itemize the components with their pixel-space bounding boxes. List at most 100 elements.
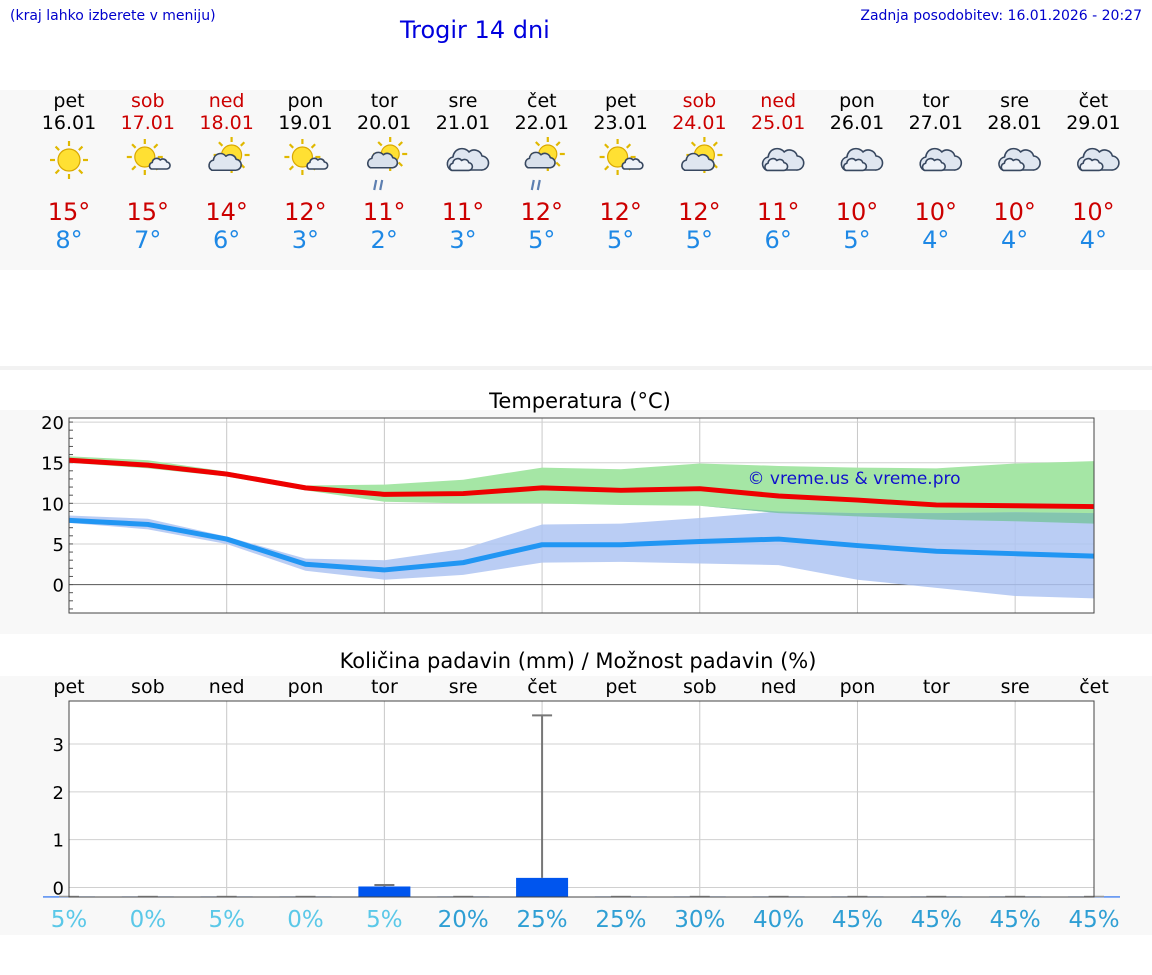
sun-small-cloud-icon [599, 139, 644, 175]
temp-max: 14° [205, 198, 248, 226]
temp-min: 6° [213, 226, 240, 254]
x-day-label: ned [761, 676, 797, 698]
sun-ray [288, 143, 294, 149]
last-updated: Zadnja posodobitev: 16.01.2026 - 20:27 [860, 8, 1142, 24]
cloud-icon [998, 147, 1041, 172]
cloud-shape [524, 151, 556, 169]
cloud-shape [681, 152, 715, 172]
x-day-label: ned [209, 676, 245, 698]
day-date: 27.01 [909, 112, 963, 134]
temp-min: 7° [134, 226, 161, 254]
cloud-shape [366, 151, 399, 169]
forecast-band [0, 90, 1152, 270]
temp-max: 11° [363, 198, 406, 226]
precip-probability: 45% [990, 907, 1041, 933]
day-name: pet [605, 90, 636, 112]
precip-probability: 30% [674, 907, 725, 933]
day-date: 19.01 [278, 112, 332, 134]
sun-ray [712, 141, 718, 147]
day-name: pon [839, 90, 875, 112]
max-temp-line [68, 457, 1095, 510]
sun-ray [604, 143, 610, 149]
x-day-label: tor [371, 676, 398, 698]
cloud-shape [621, 157, 644, 170]
temp-min: 3° [449, 226, 476, 254]
cloud-shape [1079, 157, 1104, 172]
temp-max: 11° [442, 198, 485, 226]
sun-disc [134, 146, 156, 168]
day-name: sob [131, 90, 165, 112]
x-day-label: tor [923, 676, 950, 698]
rain-drop [379, 179, 384, 191]
temp-min: 4° [1001, 226, 1028, 254]
x-day-label: sre [1001, 676, 1030, 698]
sun-small-cloud-icon [284, 139, 329, 175]
sun-ray [131, 165, 137, 171]
day-date: 18.01 [199, 112, 253, 134]
day-date: 16.01 [42, 112, 96, 134]
y-tick-label: 1 [53, 831, 64, 852]
sun-ray [397, 161, 403, 167]
sun-icon [50, 141, 88, 179]
day-name: pet [53, 90, 84, 112]
x-day-label: sob [131, 676, 165, 698]
temp-min: 5° [843, 226, 870, 254]
y-tick-label: 3 [53, 735, 64, 756]
plot-frame [68, 700, 1095, 898]
day-date: 20.01 [357, 112, 411, 134]
day-date: 28.01 [987, 112, 1041, 134]
precip-probability: 20% [438, 907, 489, 933]
x-day-label: sob [683, 676, 717, 698]
x-day-label: pet [53, 676, 84, 698]
x-day-label: pet [605, 676, 636, 698]
sun-ray [288, 165, 294, 171]
temp-min: 8° [55, 226, 82, 254]
sun-cloud-icon [208, 137, 250, 173]
day-date: 17.01 [121, 112, 175, 134]
day-date: 23.01 [593, 112, 647, 134]
temp-max: 10° [1072, 198, 1115, 226]
y-tick-label: 5 [53, 535, 64, 556]
temp-max: 10° [915, 198, 958, 226]
cloud-shape [1000, 157, 1025, 172]
day-date: 26.01 [830, 112, 884, 134]
x-day-label: čet [527, 676, 557, 698]
temp-min: 5° [686, 226, 713, 254]
sun-ray [218, 141, 224, 147]
precip-probability: 0% [287, 907, 324, 933]
sun-cloud-rain-icon [524, 137, 565, 191]
sun-ray [54, 169, 60, 175]
overlap-band [69, 462, 1094, 524]
day-date: 29.01 [1066, 112, 1120, 134]
day-date: 24.01 [672, 112, 726, 134]
sun-cloud-rain-icon [366, 137, 408, 191]
cloud-shape [448, 157, 474, 172]
y-tick-label: 10 [41, 494, 64, 515]
y-tick-label: 20 [41, 413, 64, 434]
y-tick-label: 0 [53, 576, 64, 597]
cloud-shape [148, 157, 171, 170]
sun-ray [604, 165, 610, 171]
day-name: ned [760, 90, 796, 112]
sun-ray [131, 143, 137, 149]
precip-probability: 5% [208, 907, 245, 933]
sun-cloud-icon [681, 137, 723, 173]
chart-title: Temperatura (°C) [488, 389, 671, 413]
sun-ray [555, 161, 561, 167]
temp-max: 12° [599, 198, 642, 226]
precip-probability: 5% [51, 907, 88, 933]
sun-ray [397, 141, 403, 147]
temp-min: 5° [607, 226, 634, 254]
temp-min: 4° [1080, 226, 1107, 254]
cloud-shape [764, 157, 789, 172]
cloud-shape [306, 157, 329, 170]
temp-min: 4° [922, 226, 949, 254]
rain-drop [373, 179, 378, 191]
sun-ray [78, 169, 84, 175]
rain-drop [536, 179, 541, 191]
day-name: sob [683, 90, 717, 112]
day-date: 21.01 [436, 112, 490, 134]
sun-disc [291, 146, 313, 168]
